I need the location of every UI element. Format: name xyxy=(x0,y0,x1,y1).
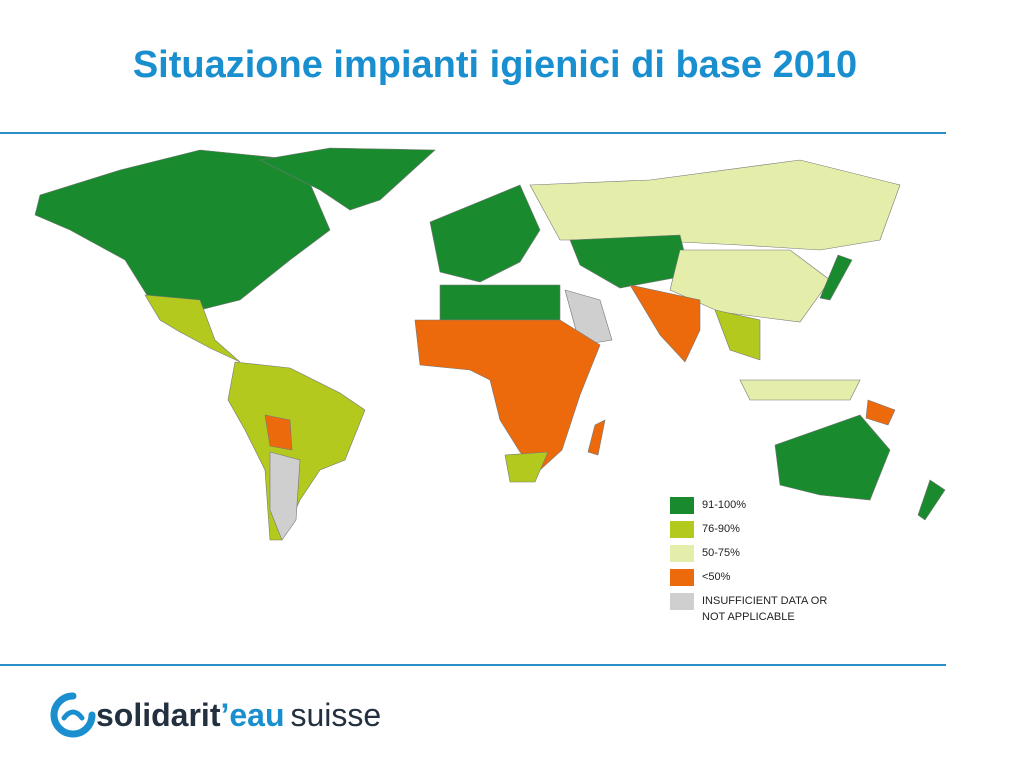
indonesia xyxy=(739,379,861,401)
divider xyxy=(0,664,946,666)
legend-swatch xyxy=(670,497,694,514)
logo: solidarit’eau suisse xyxy=(50,690,381,740)
north-africa xyxy=(439,284,561,321)
new-zealand xyxy=(917,479,946,521)
greenland xyxy=(259,147,436,211)
legend: 91-100% 76-90% 50-75% <50% INSUFFICIENT DATA… xyxy=(670,497,852,632)
india xyxy=(629,284,701,363)
madagascar xyxy=(587,419,606,456)
title: Situazione impianti igienici di base 201… xyxy=(132,44,858,86)
logo-text: ’eau xyxy=(220,696,285,733)
logo-text: suisse xyxy=(290,696,382,733)
legend-label: <50% xyxy=(702,571,731,583)
legend-item: 76-90% xyxy=(670,521,852,538)
legend-label: INSUFFICIENT DATA OR NOT APPLICABLE xyxy=(702,595,828,623)
south-america xyxy=(227,361,366,541)
legend-swatch xyxy=(670,593,694,610)
legend-label: 50-75% xyxy=(702,547,740,559)
europe xyxy=(429,184,541,283)
world-map xyxy=(34,147,946,541)
japan xyxy=(819,254,853,301)
divider xyxy=(0,132,946,134)
legend-swatch xyxy=(670,569,694,586)
china xyxy=(669,249,831,323)
southeast-asia xyxy=(714,309,761,361)
north-america xyxy=(34,149,331,311)
legend-item: <50% xyxy=(670,569,852,586)
legend-label: 76-90% xyxy=(702,523,740,535)
mexico xyxy=(144,294,241,363)
legend-item: 50-75% xyxy=(670,545,852,562)
legend-item: 91-100% xyxy=(670,497,852,514)
legend-swatch xyxy=(670,521,694,538)
sub-saharan-africa xyxy=(414,319,601,471)
logo-icon xyxy=(50,692,96,738)
legend-label: 91-100% xyxy=(702,499,747,511)
russia xyxy=(529,159,901,251)
papua xyxy=(865,399,896,426)
australia xyxy=(774,414,891,501)
bolivia xyxy=(264,414,293,451)
southern-africa xyxy=(504,451,549,483)
legend-swatch xyxy=(670,545,694,562)
central-asia xyxy=(569,234,691,289)
logo-text: solidarit xyxy=(96,696,221,733)
argentina xyxy=(269,451,301,541)
legend-item: INSUFFICIENT DATA OR NOT APPLICABLE xyxy=(670,593,852,625)
